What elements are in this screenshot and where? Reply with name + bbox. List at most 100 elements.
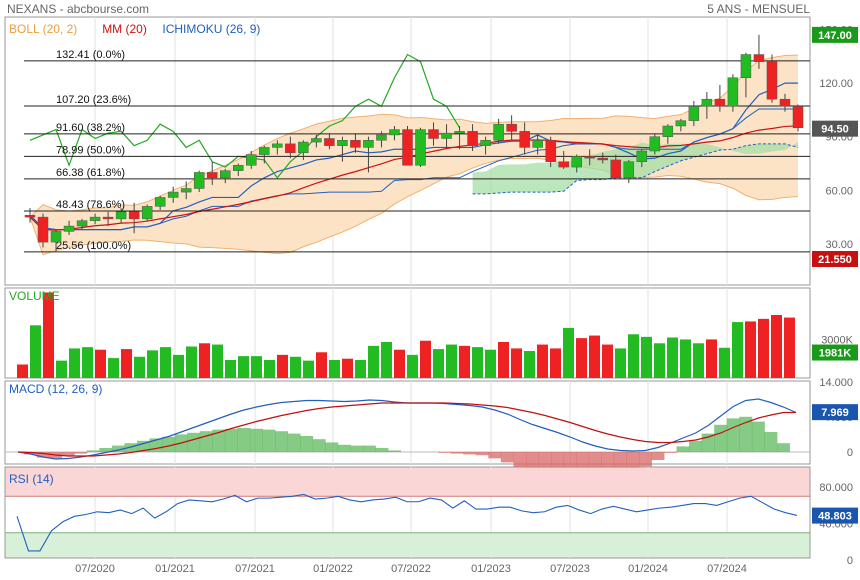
volume-bar xyxy=(446,344,457,378)
candle-body xyxy=(415,129,426,166)
volume-bar xyxy=(511,348,522,378)
macd-last-tag: 7.969 xyxy=(821,407,849,419)
volume-bar xyxy=(537,344,548,378)
candle-body xyxy=(89,216,101,221)
macd-histogram-bar xyxy=(739,416,753,452)
fibonacci-label: 66.38 (61.8%) xyxy=(56,167,125,179)
rsi-last-tag: 48.803 xyxy=(818,511,852,523)
price-low-tag: 21.550 xyxy=(818,254,852,266)
macd-histogram-bar xyxy=(362,445,376,452)
fibonacci-label: 25.56 (100.0%) xyxy=(56,240,131,252)
macd-histogram-bar xyxy=(626,452,640,471)
candle-body xyxy=(506,123,517,132)
price-high-tag-bg xyxy=(812,26,858,43)
volume-bar xyxy=(667,337,678,378)
candle-body xyxy=(154,197,166,207)
volume-bar xyxy=(17,364,28,378)
panel-frame-price xyxy=(4,16,811,286)
candle-body xyxy=(220,170,231,179)
candle-body xyxy=(454,131,465,134)
candle-body xyxy=(649,136,661,152)
volume-bar xyxy=(238,356,249,378)
macd-y-tick: 0 xyxy=(847,447,853,459)
rsi-tag-bg xyxy=(812,507,858,524)
volume-bar xyxy=(706,339,717,378)
x-tick-label: 01/2022 xyxy=(313,563,353,575)
macd-title: MACD (12, 26, 9) xyxy=(9,382,102,396)
candle-body xyxy=(141,206,153,220)
macd-histogram-bar xyxy=(275,431,289,452)
candle-body xyxy=(584,156,595,159)
volume-bar xyxy=(472,347,483,378)
volume-bar xyxy=(329,360,340,378)
macd-histogram-bar xyxy=(701,433,715,452)
macd-histogram-bar xyxy=(187,432,201,452)
panel-frame-rsi xyxy=(4,466,811,559)
volume-bar xyxy=(589,335,600,378)
macd-histogram-bar xyxy=(513,452,527,468)
candle-body xyxy=(206,172,218,179)
macd-histogram-bar xyxy=(638,452,652,467)
macd-histogram-bar xyxy=(500,452,514,463)
candle-body xyxy=(50,231,62,243)
volume-bar xyxy=(56,360,67,378)
ichimoku-span-b-line xyxy=(472,143,799,195)
candle-body xyxy=(376,134,387,141)
volume-bar xyxy=(524,351,535,378)
candle-body xyxy=(597,157,608,161)
macd-tag-bg xyxy=(812,404,858,421)
volume-last-tag: 1981K xyxy=(819,348,851,360)
candle-body xyxy=(24,215,36,218)
volume-bar xyxy=(368,345,379,378)
macd-histogram-bar xyxy=(162,436,176,452)
macd-histogram-bar xyxy=(525,452,539,472)
candle-body xyxy=(402,129,413,166)
macd-histogram-bar xyxy=(36,452,50,458)
macd-signal-line xyxy=(17,402,796,457)
candle-body xyxy=(115,211,127,220)
volume-bar xyxy=(693,343,704,378)
volume-bar xyxy=(433,349,444,378)
macd-histogram-bar xyxy=(237,428,251,452)
rsi-line xyxy=(16,493,798,552)
candle-body xyxy=(714,98,726,107)
volume-bar xyxy=(212,344,223,378)
macd-histogram-bar xyxy=(61,452,75,456)
volume-bar xyxy=(485,349,496,378)
legend-entry: MM (20) xyxy=(102,22,147,36)
fibonacci-label: 132.41 (0.0%) xyxy=(56,49,125,61)
macd-y-tick: 14.000 xyxy=(819,377,853,389)
candle-body xyxy=(337,140,348,146)
candle-body xyxy=(63,225,75,232)
volume-bar xyxy=(173,354,184,378)
volume-bar xyxy=(355,360,366,378)
candle-body xyxy=(740,54,752,78)
candle-body xyxy=(493,123,504,141)
macd-histogram-bar xyxy=(726,418,740,452)
rsi-y-tick: 80.000 xyxy=(819,482,853,494)
volume-bar xyxy=(43,292,54,378)
volume-bar xyxy=(563,327,574,378)
price-y-tick: 60.00 xyxy=(825,185,853,197)
fibonacci-label: 91.60 (38.2%) xyxy=(56,122,125,134)
candle-body xyxy=(324,138,335,146)
volume-y-tick: 3000K xyxy=(821,334,853,346)
volume-bar xyxy=(251,356,262,378)
candle-body xyxy=(519,131,530,148)
macd-histogram-bar xyxy=(438,452,452,453)
legend-entry: BOLL (20, 2) xyxy=(9,22,77,36)
volume-bar xyxy=(602,344,613,378)
macd-histogram-bar xyxy=(764,432,778,452)
macd-histogram-bar xyxy=(463,452,477,455)
macd-histogram-bar xyxy=(287,433,301,452)
candle-body xyxy=(545,140,556,162)
volume-bar xyxy=(82,347,93,378)
candle-body xyxy=(688,106,700,121)
volume-bar xyxy=(420,340,431,378)
volume-bar xyxy=(407,354,418,378)
volume-bar xyxy=(121,349,132,378)
macd-histogram-bar xyxy=(337,444,351,452)
macd-histogram-bar xyxy=(325,442,339,452)
volume-bar xyxy=(628,334,639,378)
